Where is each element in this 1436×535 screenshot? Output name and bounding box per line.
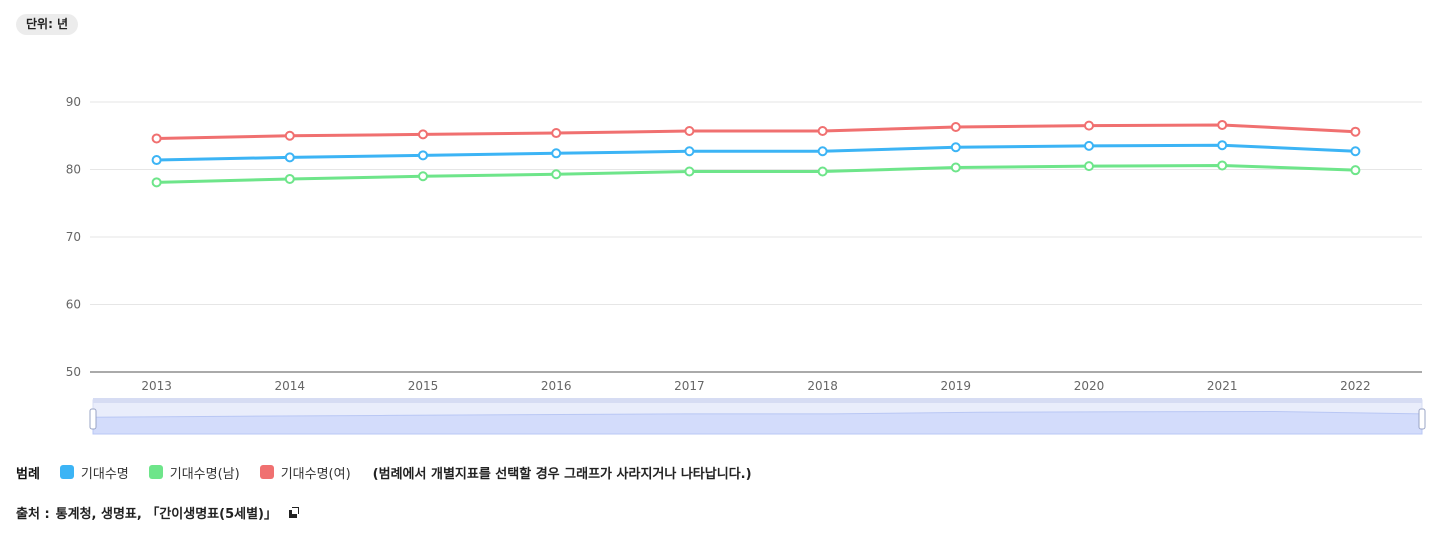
data-point-1-3 xyxy=(551,169,562,180)
data-point-1-0 xyxy=(151,177,162,188)
legend-item-life-expectancy-male[interactable]: 기대수명(남) xyxy=(148,463,240,482)
y-tick-label: 70 xyxy=(66,230,81,244)
x-tick-label: 2018 xyxy=(807,379,838,393)
y-tick-label: 60 xyxy=(66,298,81,312)
legend-label-life-expectancy-male: 기대수명(남) xyxy=(169,466,240,482)
legend-label-life-expectancy: 기대수명 xyxy=(80,466,129,482)
series-line-0 xyxy=(155,143,1357,162)
y-tick-label: 80 xyxy=(66,163,81,177)
x-tick-label: 2016 xyxy=(541,379,572,393)
x-tick-label: 2013 xyxy=(141,379,172,393)
x-tick-label: 2022 xyxy=(1340,379,1371,393)
data-point-2-8 xyxy=(1217,119,1228,130)
data-point-1-1 xyxy=(284,173,295,184)
data-point-0-5 xyxy=(817,146,828,157)
legend-swatch-life-expectancy xyxy=(59,465,74,479)
legend-item-life-expectancy-female[interactable]: 기대수명(여) xyxy=(259,463,351,482)
x-tick-label: 2015 xyxy=(408,379,439,393)
data-point-0-1 xyxy=(284,152,295,163)
y-tick-label: 90 xyxy=(66,95,81,109)
data-point-0-0 xyxy=(151,155,162,166)
data-point-2-2 xyxy=(418,129,428,140)
range-navigator-scrollbar xyxy=(93,398,1422,403)
source-label: 출처 : xyxy=(16,507,50,522)
data-point-1-9 xyxy=(1350,165,1361,176)
legend-item-life-expectancy[interactable]: 기대수명 xyxy=(59,463,129,482)
x-tick-label: 2017 xyxy=(674,379,705,393)
data-point-2-1 xyxy=(284,130,295,141)
source-text: 통계청, 생명표, 「간이생명표(5세별)」 xyxy=(55,507,277,522)
data-point-0-8 xyxy=(1217,140,1228,151)
legend: 범례 기대수명 기대수명(남) 기대수명(여) (범례에서 개별지표를 선택할 … xyxy=(16,462,752,482)
life-expectancy-line-chart: 50 60 70 80 90 2013 2014 2015 2016 2017 2018 2019 20… xyxy=(66,95,1426,435)
external-link-icon[interactable] xyxy=(289,507,300,518)
data-point-2-9 xyxy=(1350,126,1361,137)
legend-swatch-life-expectancy-female xyxy=(259,465,274,479)
range-handle-left[interactable] xyxy=(89,408,97,430)
data-point-0-6 xyxy=(950,142,961,153)
unit-badge: 단위: 년 xyxy=(16,14,79,35)
data-point-2-5 xyxy=(817,126,828,137)
x-tick-label: 2021 xyxy=(1207,379,1238,393)
data-point-1-8 xyxy=(1217,160,1228,171)
data-point-2-4 xyxy=(684,126,695,137)
data-point-1-5 xyxy=(817,166,828,177)
legend-title: 범례 xyxy=(16,466,40,482)
data-point-0-9 xyxy=(1350,146,1361,157)
legend-swatch-life-expectancy-male xyxy=(148,465,163,479)
range-handle-right[interactable] xyxy=(1418,408,1426,430)
data-point-1-4 xyxy=(684,166,695,177)
data-point-1-6 xyxy=(950,162,961,173)
legend-label-life-expectancy-female: 기대수명(여) xyxy=(280,466,351,482)
x-tick-label: 2014 xyxy=(275,379,306,393)
legend-note: (범례에서 개별지표를 선택할 경우 그래프가 사라지거나 나타납니다.) xyxy=(372,466,752,482)
x-tick-label: 2020 xyxy=(1074,379,1105,393)
data-point-2-0 xyxy=(151,133,162,144)
data-point-2-6 xyxy=(950,121,961,132)
y-tick-label: 50 xyxy=(66,365,81,379)
data-point-0-2 xyxy=(418,150,428,161)
data-point-0-3 xyxy=(551,148,562,159)
series-line-2 xyxy=(155,123,1357,140)
data-point-0-7 xyxy=(1084,140,1094,151)
source-line: 출처 : 통계청, 생명표, 「간이생명표(5세별)」 xyxy=(16,503,300,522)
data-point-1-7 xyxy=(1084,161,1094,172)
series-line-1 xyxy=(155,163,1357,184)
x-tick-label: 2019 xyxy=(941,379,972,393)
data-point-2-3 xyxy=(551,128,562,139)
data-point-2-7 xyxy=(1084,120,1094,131)
data-point-0-4 xyxy=(684,146,695,157)
data-point-1-2 xyxy=(418,171,428,182)
